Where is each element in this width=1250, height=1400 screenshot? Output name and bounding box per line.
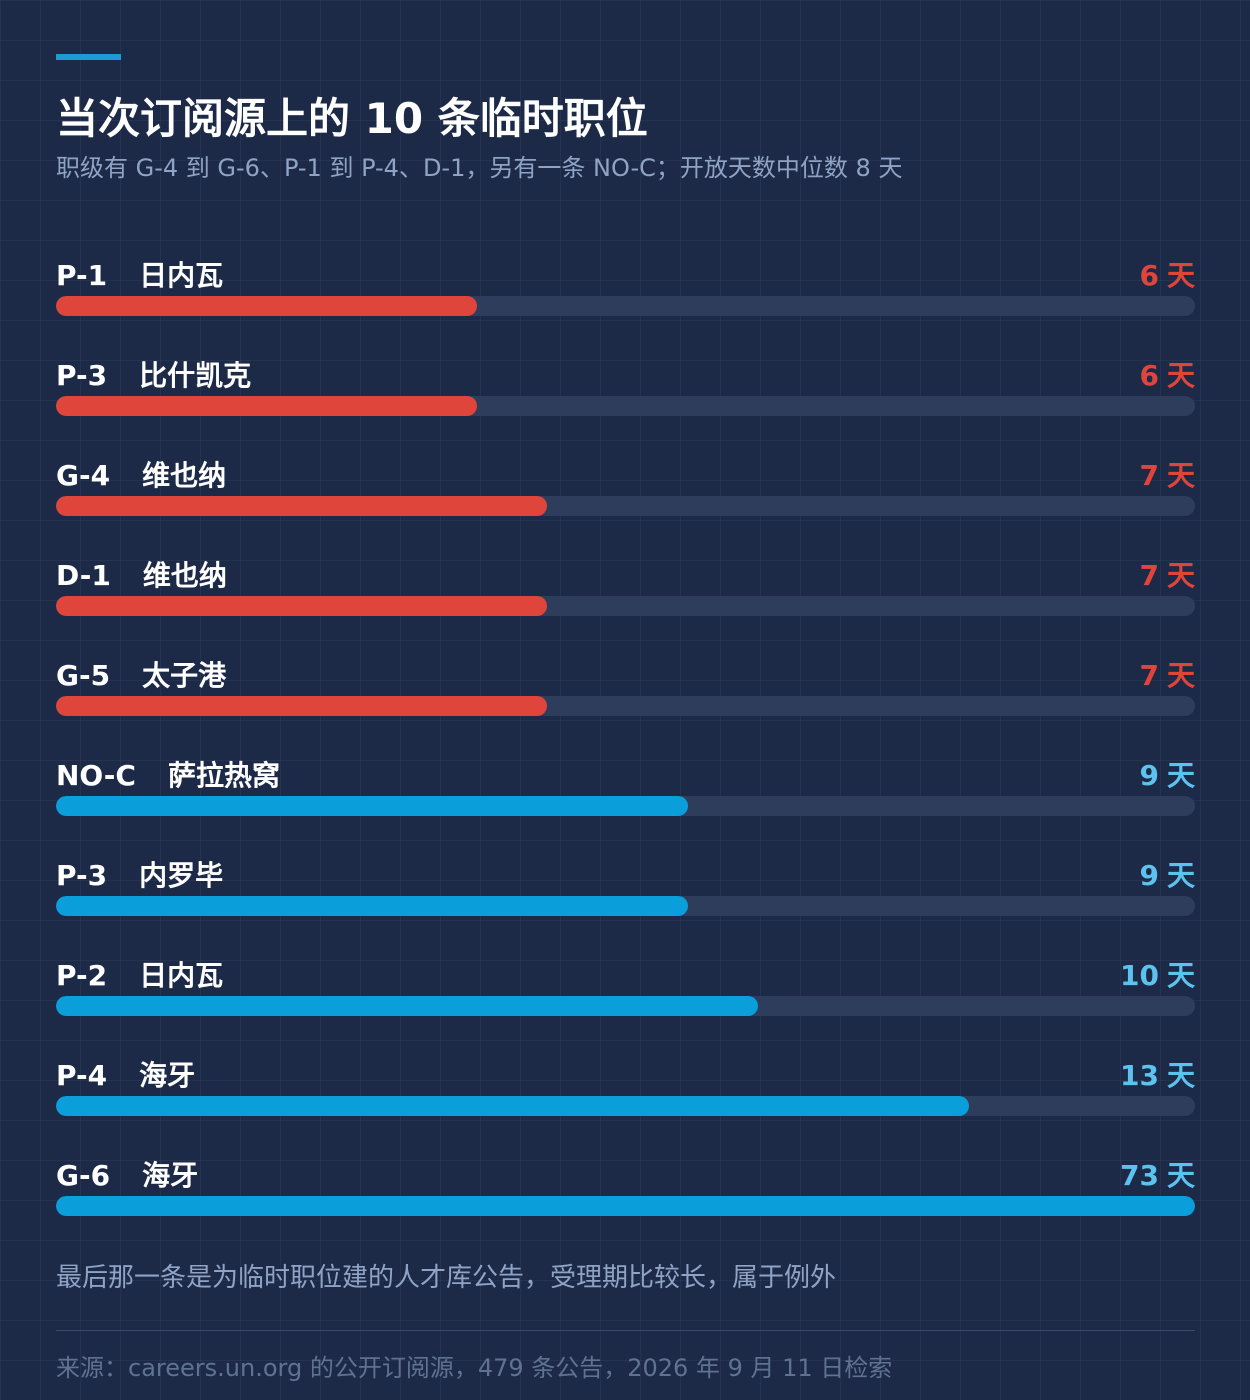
grade-label: P-3 <box>56 859 108 892</box>
bar-track <box>56 696 1195 716</box>
value-number: 9 <box>1139 859 1159 892</box>
value-number: 10 <box>1120 959 1159 992</box>
row-label: P-2 日内瓦 <box>56 958 223 994</box>
bar <box>56 896 688 916</box>
location-label: 日内瓦 <box>139 959 224 992</box>
value-unit: 天 <box>1166 959 1195 992</box>
bar-track <box>56 596 1195 616</box>
value-unit: 天 <box>1166 459 1195 492</box>
bar-row: P-4 海牙 13 天 <box>56 1052 1195 1152</box>
chart-note: 最后那一条是为临时职位建的人才库公告，受理期比较长，属于例外 <box>56 1263 837 1293</box>
row-label: G-4 维也纳 <box>56 458 226 494</box>
row-label: P-1 日内瓦 <box>56 258 223 294</box>
location-label: 比什凯克 <box>139 359 252 392</box>
value-number: 7 <box>1139 559 1159 592</box>
value-unit: 天 <box>1166 759 1195 792</box>
bar-chart: P-1 日内瓦 6 天 P-3 比什凯克 6 天 G-4 维也纳 7 天 D-1 维也纳 7 天 G-5 太子港 7… <box>56 252 1195 1252</box>
value-unit: 天 <box>1166 559 1195 592</box>
value-number: 6 <box>1139 359 1159 392</box>
row-label: P-3 内罗毕 <box>56 858 223 894</box>
value-unit: 天 <box>1166 1059 1195 1092</box>
value-unit: 天 <box>1166 859 1195 892</box>
value-number: 73 <box>1120 1159 1159 1192</box>
bar-row: P-3 内罗毕 9 天 <box>56 852 1195 952</box>
location-label: 维也纳 <box>142 459 227 492</box>
bar-row: P-2 日内瓦 10 天 <box>56 952 1195 1052</box>
location-label: 萨拉热窝 <box>167 759 280 792</box>
bar <box>56 996 758 1016</box>
source-note: 来源：careers.un.org 的公开订阅源，479 条公告，2026 年 … <box>56 1354 893 1382</box>
value-number: 6 <box>1139 259 1159 292</box>
row-label: P-4 海牙 <box>56 1058 195 1094</box>
bar-row: P-3 比什凯克 6 天 <box>56 352 1195 452</box>
location-label: 海牙 <box>142 1159 199 1192</box>
value-label: 13 天 <box>1120 1058 1195 1094</box>
location-label: 内罗毕 <box>139 859 224 892</box>
bar-track <box>56 996 1195 1016</box>
grade-label: G-5 <box>56 659 111 692</box>
value-number: 7 <box>1139 659 1159 692</box>
grade-label: P-4 <box>56 1059 108 1092</box>
grade-label: G-6 <box>56 1159 111 1192</box>
value-unit: 天 <box>1166 259 1195 292</box>
grade-label: D-1 <box>56 559 111 592</box>
value-unit: 天 <box>1166 1159 1195 1192</box>
bar <box>56 396 477 416</box>
grade-label: G-4 <box>56 459 111 492</box>
row-label: G-5 太子港 <box>56 658 226 694</box>
bar-row: G-5 太子港 7 天 <box>56 652 1195 752</box>
value-number: 9 <box>1139 759 1159 792</box>
bar <box>56 796 688 816</box>
location-label: 日内瓦 <box>139 259 224 292</box>
bar <box>56 1096 969 1116</box>
chart-subtitle: 职级有 G-4 到 G-6、P-1 到 P-4、D-1，另有一条 NO-C；开放… <box>56 154 903 182</box>
title-accent-line <box>56 54 121 60</box>
value-label: 73 天 <box>1120 1158 1195 1194</box>
bar-track <box>56 396 1195 416</box>
bar <box>56 296 477 316</box>
value-unit: 天 <box>1166 659 1195 692</box>
value-label: 10 天 <box>1120 958 1195 994</box>
row-label: NO-C 萨拉热窝 <box>56 758 280 794</box>
row-label: D-1 维也纳 <box>56 558 227 594</box>
bar <box>56 1196 1195 1216</box>
grade-label: P-2 <box>56 959 108 992</box>
location-label: 海牙 <box>139 1059 196 1092</box>
bar-row: G-6 海牙 73 天 <box>56 1152 1195 1252</box>
chart-title: 当次订阅源上的 10 条临时职位 <box>56 94 648 143</box>
bar <box>56 496 547 516</box>
bar-row: D-1 维也纳 7 天 <box>56 552 1195 652</box>
row-label: G-6 海牙 <box>56 1158 198 1194</box>
bar-track <box>56 1196 1195 1216</box>
value-number: 13 <box>1120 1059 1159 1092</box>
bar-row: NO-C 萨拉热窝 9 天 <box>56 752 1195 852</box>
bar-track <box>56 896 1195 916</box>
bar <box>56 696 547 716</box>
value-number: 7 <box>1139 459 1159 492</box>
bar <box>56 596 547 616</box>
bar-track <box>56 496 1195 516</box>
bar-track <box>56 796 1195 816</box>
grade-label: P-3 <box>56 359 108 392</box>
bar-row: P-1 日内瓦 6 天 <box>56 252 1195 352</box>
row-label: P-3 比什凯克 <box>56 358 251 394</box>
footer-divider <box>56 1330 1195 1331</box>
grade-label: NO-C <box>56 759 136 792</box>
location-label: 太子港 <box>142 659 227 692</box>
location-label: 维也纳 <box>142 559 227 592</box>
bar-track <box>56 1096 1195 1116</box>
value-unit: 天 <box>1166 359 1195 392</box>
grade-label: P-1 <box>56 259 108 292</box>
bar-track <box>56 296 1195 316</box>
bar-row: G-4 维也纳 7 天 <box>56 452 1195 552</box>
